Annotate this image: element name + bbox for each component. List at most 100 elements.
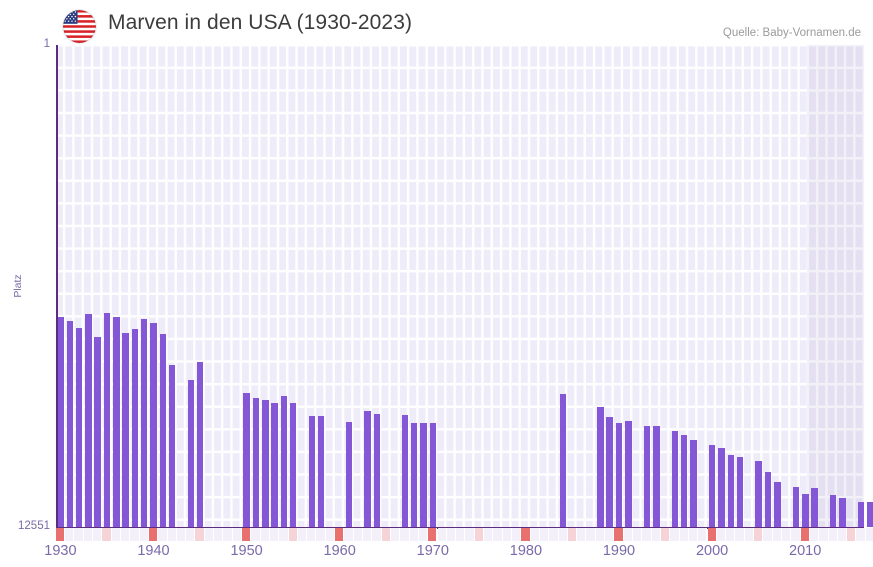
tick-marker-1938 bbox=[130, 528, 140, 541]
bar-1957[interactable] bbox=[308, 415, 316, 527]
bar-1990[interactable] bbox=[615, 423, 623, 527]
bar-1952[interactable] bbox=[262, 400, 269, 527]
tick-marker-2016 bbox=[856, 528, 866, 541]
tick-marker-1994 bbox=[651, 528, 661, 541]
x-tick-label-1970: 1970 bbox=[416, 543, 449, 559]
tick-marker-1931 bbox=[65, 528, 75, 541]
bar-2002[interactable] bbox=[727, 454, 735, 527]
bar-1937[interactable] bbox=[122, 332, 129, 527]
tick-marker-1963 bbox=[363, 528, 373, 541]
bar-1935[interactable] bbox=[103, 313, 111, 527]
bar-1989[interactable] bbox=[606, 417, 613, 527]
tick-marker-1987 bbox=[586, 528, 596, 541]
tick-marker-1960 bbox=[335, 528, 345, 541]
bar-1984[interactable] bbox=[559, 393, 567, 527]
bar-1963[interactable] bbox=[364, 411, 371, 527]
bar-1931[interactable] bbox=[66, 320, 73, 527]
tick-marker-1985 bbox=[567, 528, 578, 541]
tick-marker-1983 bbox=[549, 528, 559, 541]
tick-marker-1982 bbox=[539, 528, 550, 541]
tick-marker-1949 bbox=[232, 528, 242, 541]
tick-marker-1959 bbox=[325, 528, 336, 541]
bar-2003[interactable] bbox=[736, 456, 744, 527]
bar-1940[interactable] bbox=[150, 322, 157, 527]
y-axis-title: Platz bbox=[12, 274, 24, 298]
bar-1991[interactable] bbox=[625, 421, 632, 527]
bar-1945[interactable] bbox=[196, 361, 204, 527]
tick-marker-1958 bbox=[316, 528, 326, 541]
tick-marker-1986 bbox=[577, 528, 587, 541]
tick-marker-1957 bbox=[307, 528, 317, 541]
page-title: Marven in den USA (1930-2023) bbox=[108, 11, 413, 34]
tick-marker-1956 bbox=[297, 528, 308, 541]
chart-plot-area[interactable] bbox=[56, 45, 873, 529]
bar-1934[interactable] bbox=[94, 337, 101, 527]
bar-1944[interactable] bbox=[187, 380, 195, 527]
tick-marker-1984 bbox=[558, 528, 568, 541]
bar-2016[interactable] bbox=[857, 501, 865, 527]
x-tick-label-1950: 1950 bbox=[230, 543, 263, 559]
tick-marker-1991 bbox=[623, 528, 633, 541]
bar-1942[interactable] bbox=[168, 364, 176, 527]
bar-1968[interactable] bbox=[410, 423, 418, 527]
tick-marker-1942 bbox=[167, 528, 177, 541]
bar-2000[interactable] bbox=[708, 445, 716, 527]
bar-1993[interactable] bbox=[643, 425, 651, 527]
bar-2010[interactable] bbox=[802, 494, 809, 527]
bar-1964[interactable] bbox=[373, 414, 381, 527]
bar-1997[interactable] bbox=[680, 435, 688, 527]
bar-1955[interactable] bbox=[289, 402, 297, 527]
bar-2011[interactable] bbox=[811, 488, 818, 527]
bar-1969[interactable] bbox=[420, 422, 427, 527]
bar-2007[interactable] bbox=[774, 482, 781, 527]
bar-1951[interactable] bbox=[252, 397, 260, 527]
tick-marker-1996 bbox=[670, 528, 680, 541]
tick-marker-1989 bbox=[605, 528, 615, 541]
bar-2009[interactable] bbox=[792, 486, 800, 527]
bar-1930[interactable] bbox=[57, 317, 64, 527]
x-axis-tick-marker-strip bbox=[55, 528, 873, 541]
bar-1953[interactable] bbox=[271, 402, 278, 527]
bar-1932[interactable] bbox=[75, 327, 83, 527]
x-tick-label-1990: 1990 bbox=[602, 543, 636, 559]
tick-marker-1969 bbox=[418, 528, 429, 541]
bar-1958[interactable] bbox=[317, 415, 325, 527]
bar-1954[interactable] bbox=[280, 395, 288, 527]
bar-2013[interactable] bbox=[829, 495, 837, 527]
bar-1967[interactable] bbox=[401, 414, 409, 527]
bar-2001[interactable] bbox=[718, 448, 725, 527]
bar-2014[interactable] bbox=[839, 497, 846, 527]
bar-1950[interactable] bbox=[243, 393, 250, 527]
y-axis-min-label: 12551 bbox=[18, 520, 50, 532]
tick-marker-2003 bbox=[735, 528, 745, 541]
tick-marker-1980 bbox=[521, 528, 531, 541]
bar-1970[interactable] bbox=[429, 422, 437, 527]
tick-marker-2007 bbox=[772, 528, 782, 541]
bar-1939[interactable] bbox=[140, 318, 148, 527]
bar-1996[interactable] bbox=[671, 431, 679, 527]
tick-marker-1962 bbox=[353, 528, 364, 541]
tick-marker-2014 bbox=[837, 528, 848, 541]
bar-1936[interactable] bbox=[113, 316, 120, 527]
tick-marker-1972 bbox=[446, 528, 457, 541]
bar-1933[interactable] bbox=[85, 314, 92, 527]
bar-2017[interactable] bbox=[867, 502, 873, 527]
tick-marker-1944 bbox=[186, 528, 196, 541]
bar-2006[interactable] bbox=[764, 471, 772, 527]
us-flag-icon bbox=[63, 10, 96, 43]
x-axis-tick-labels: 1930194019501960197019801990200020102020 bbox=[0, 543, 873, 567]
bar-1961[interactable] bbox=[345, 421, 353, 527]
bar-2005[interactable] bbox=[755, 461, 762, 527]
tick-marker-1965 bbox=[381, 528, 391, 541]
bar-1941[interactable] bbox=[159, 333, 167, 527]
chart-header: Marven in den USA (1930-2023) Quelle: Ba… bbox=[0, 0, 873, 45]
tick-marker-1998 bbox=[688, 528, 699, 541]
bar-1988[interactable] bbox=[597, 407, 604, 527]
tick-marker-2015 bbox=[847, 528, 857, 541]
tick-marker-1971 bbox=[437, 528, 447, 541]
bar-1938[interactable] bbox=[131, 328, 139, 527]
bar-1994[interactable] bbox=[653, 426, 660, 527]
x-tick-label-1930: 1930 bbox=[44, 543, 77, 559]
tick-marker-1999 bbox=[698, 528, 708, 541]
bar-1998[interactable] bbox=[690, 440, 697, 527]
